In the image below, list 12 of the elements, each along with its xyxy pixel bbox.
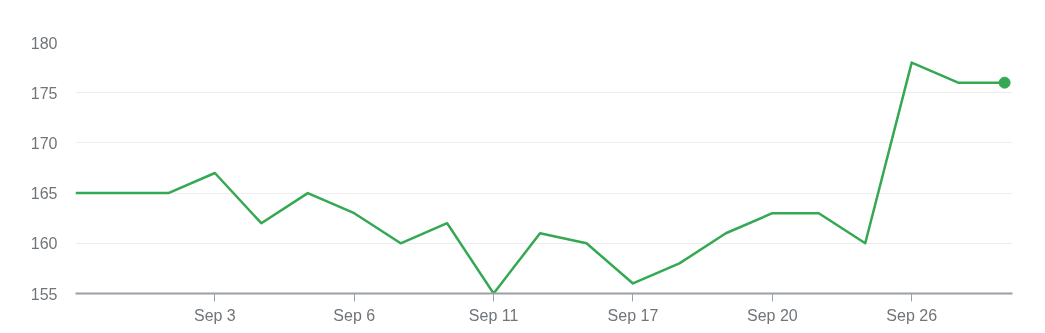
x-tick-label: Sep 6 [333,306,376,324]
x-tick-label: Sep 26 [886,306,938,324]
x-tick-label: Sep 17 [607,306,659,324]
y-tick-label: 175 [30,84,58,102]
y-tick-label: 180 [30,34,58,52]
x-tick-label: Sep 11 [468,306,519,324]
y-tick-label: 170 [30,134,58,152]
x-tick-label: Sep 20 [746,306,798,324]
y-tick-label: 155 [30,285,58,303]
y-tick-label: 160 [30,235,58,253]
x-tick-label: Sep 3 [193,306,236,324]
y-tick-label: 165 [30,185,58,203]
